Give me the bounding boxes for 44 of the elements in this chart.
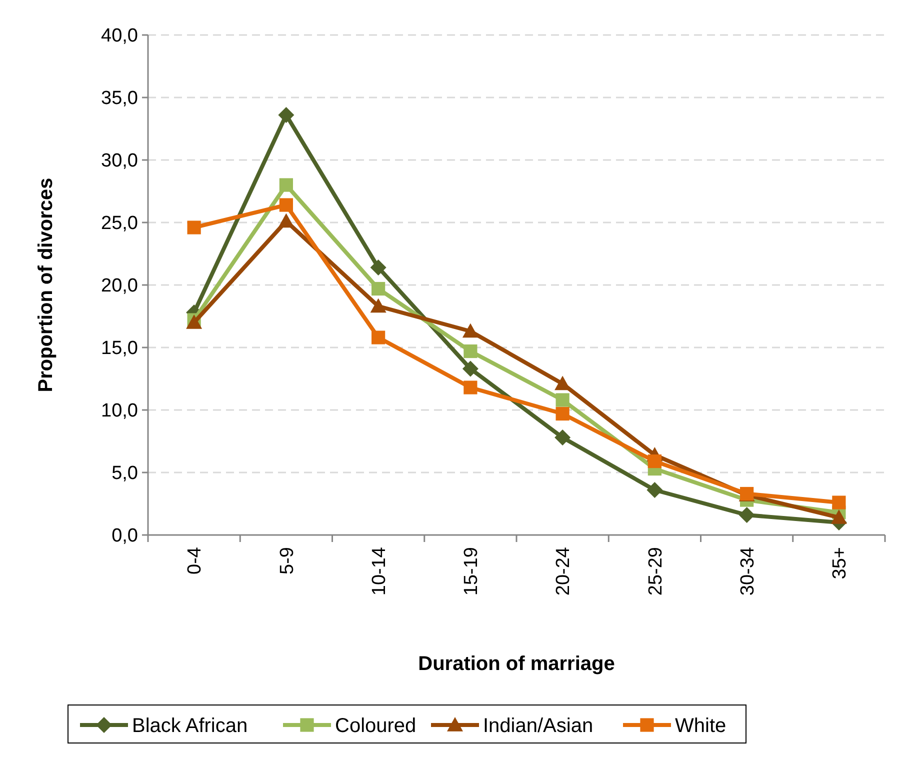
- point: [646, 482, 663, 498]
- y-tick-label: 35,0: [101, 88, 138, 110]
- y-tick-label: 20,0: [101, 276, 138, 297]
- point: [556, 406, 570, 421]
- point: [464, 344, 478, 358]
- x-tick-label: 20-24: [553, 546, 574, 596]
- point: [738, 507, 755, 523]
- y-tick-label: 5,0: [112, 463, 138, 484]
- point: [278, 213, 294, 228]
- x-axis-title: Duration of marriage: [418, 653, 615, 675]
- x-tick-label: 10-14: [368, 546, 390, 596]
- point: [187, 220, 201, 234]
- legend-label: White: [675, 715, 726, 737]
- legend-label: Coloured: [335, 715, 416, 737]
- y-tick-label: 30,0: [101, 150, 138, 172]
- point: [556, 393, 570, 407]
- y-tick-label: 10,0: [101, 400, 138, 422]
- point: [370, 260, 386, 276]
- point: [279, 178, 293, 192]
- point: [370, 298, 386, 313]
- point: [372, 330, 386, 344]
- x-tick-label: 35+: [830, 547, 851, 580]
- point: [648, 454, 662, 468]
- y-tick-label: 0,0: [112, 526, 138, 547]
- point: [372, 282, 386, 296]
- y-tick-label: 25,0: [101, 213, 138, 234]
- legend-label: Indian/Asian: [483, 715, 594, 737]
- x-tick-label: 30-34: [737, 546, 758, 596]
- y-tick-label: 15,0: [101, 338, 138, 360]
- x-tick-label: 25-29: [645, 547, 666, 596]
- y-axis-title: Proportion of divorces: [35, 178, 57, 392]
- point: [554, 430, 571, 446]
- point: [462, 323, 478, 338]
- point: [464, 380, 478, 394]
- y-tick-label: 40,0: [101, 26, 138, 47]
- point: [830, 510, 847, 524]
- point: [462, 360, 478, 377]
- legend-label: Black African: [132, 715, 248, 737]
- x-tick-label: 5-9: [276, 547, 298, 574]
- x-tick-label: 15-19: [461, 547, 482, 596]
- point: [278, 107, 294, 123]
- point: [832, 496, 846, 510]
- x-tick-label: 0-4: [184, 546, 206, 574]
- point: [279, 198, 293, 212]
